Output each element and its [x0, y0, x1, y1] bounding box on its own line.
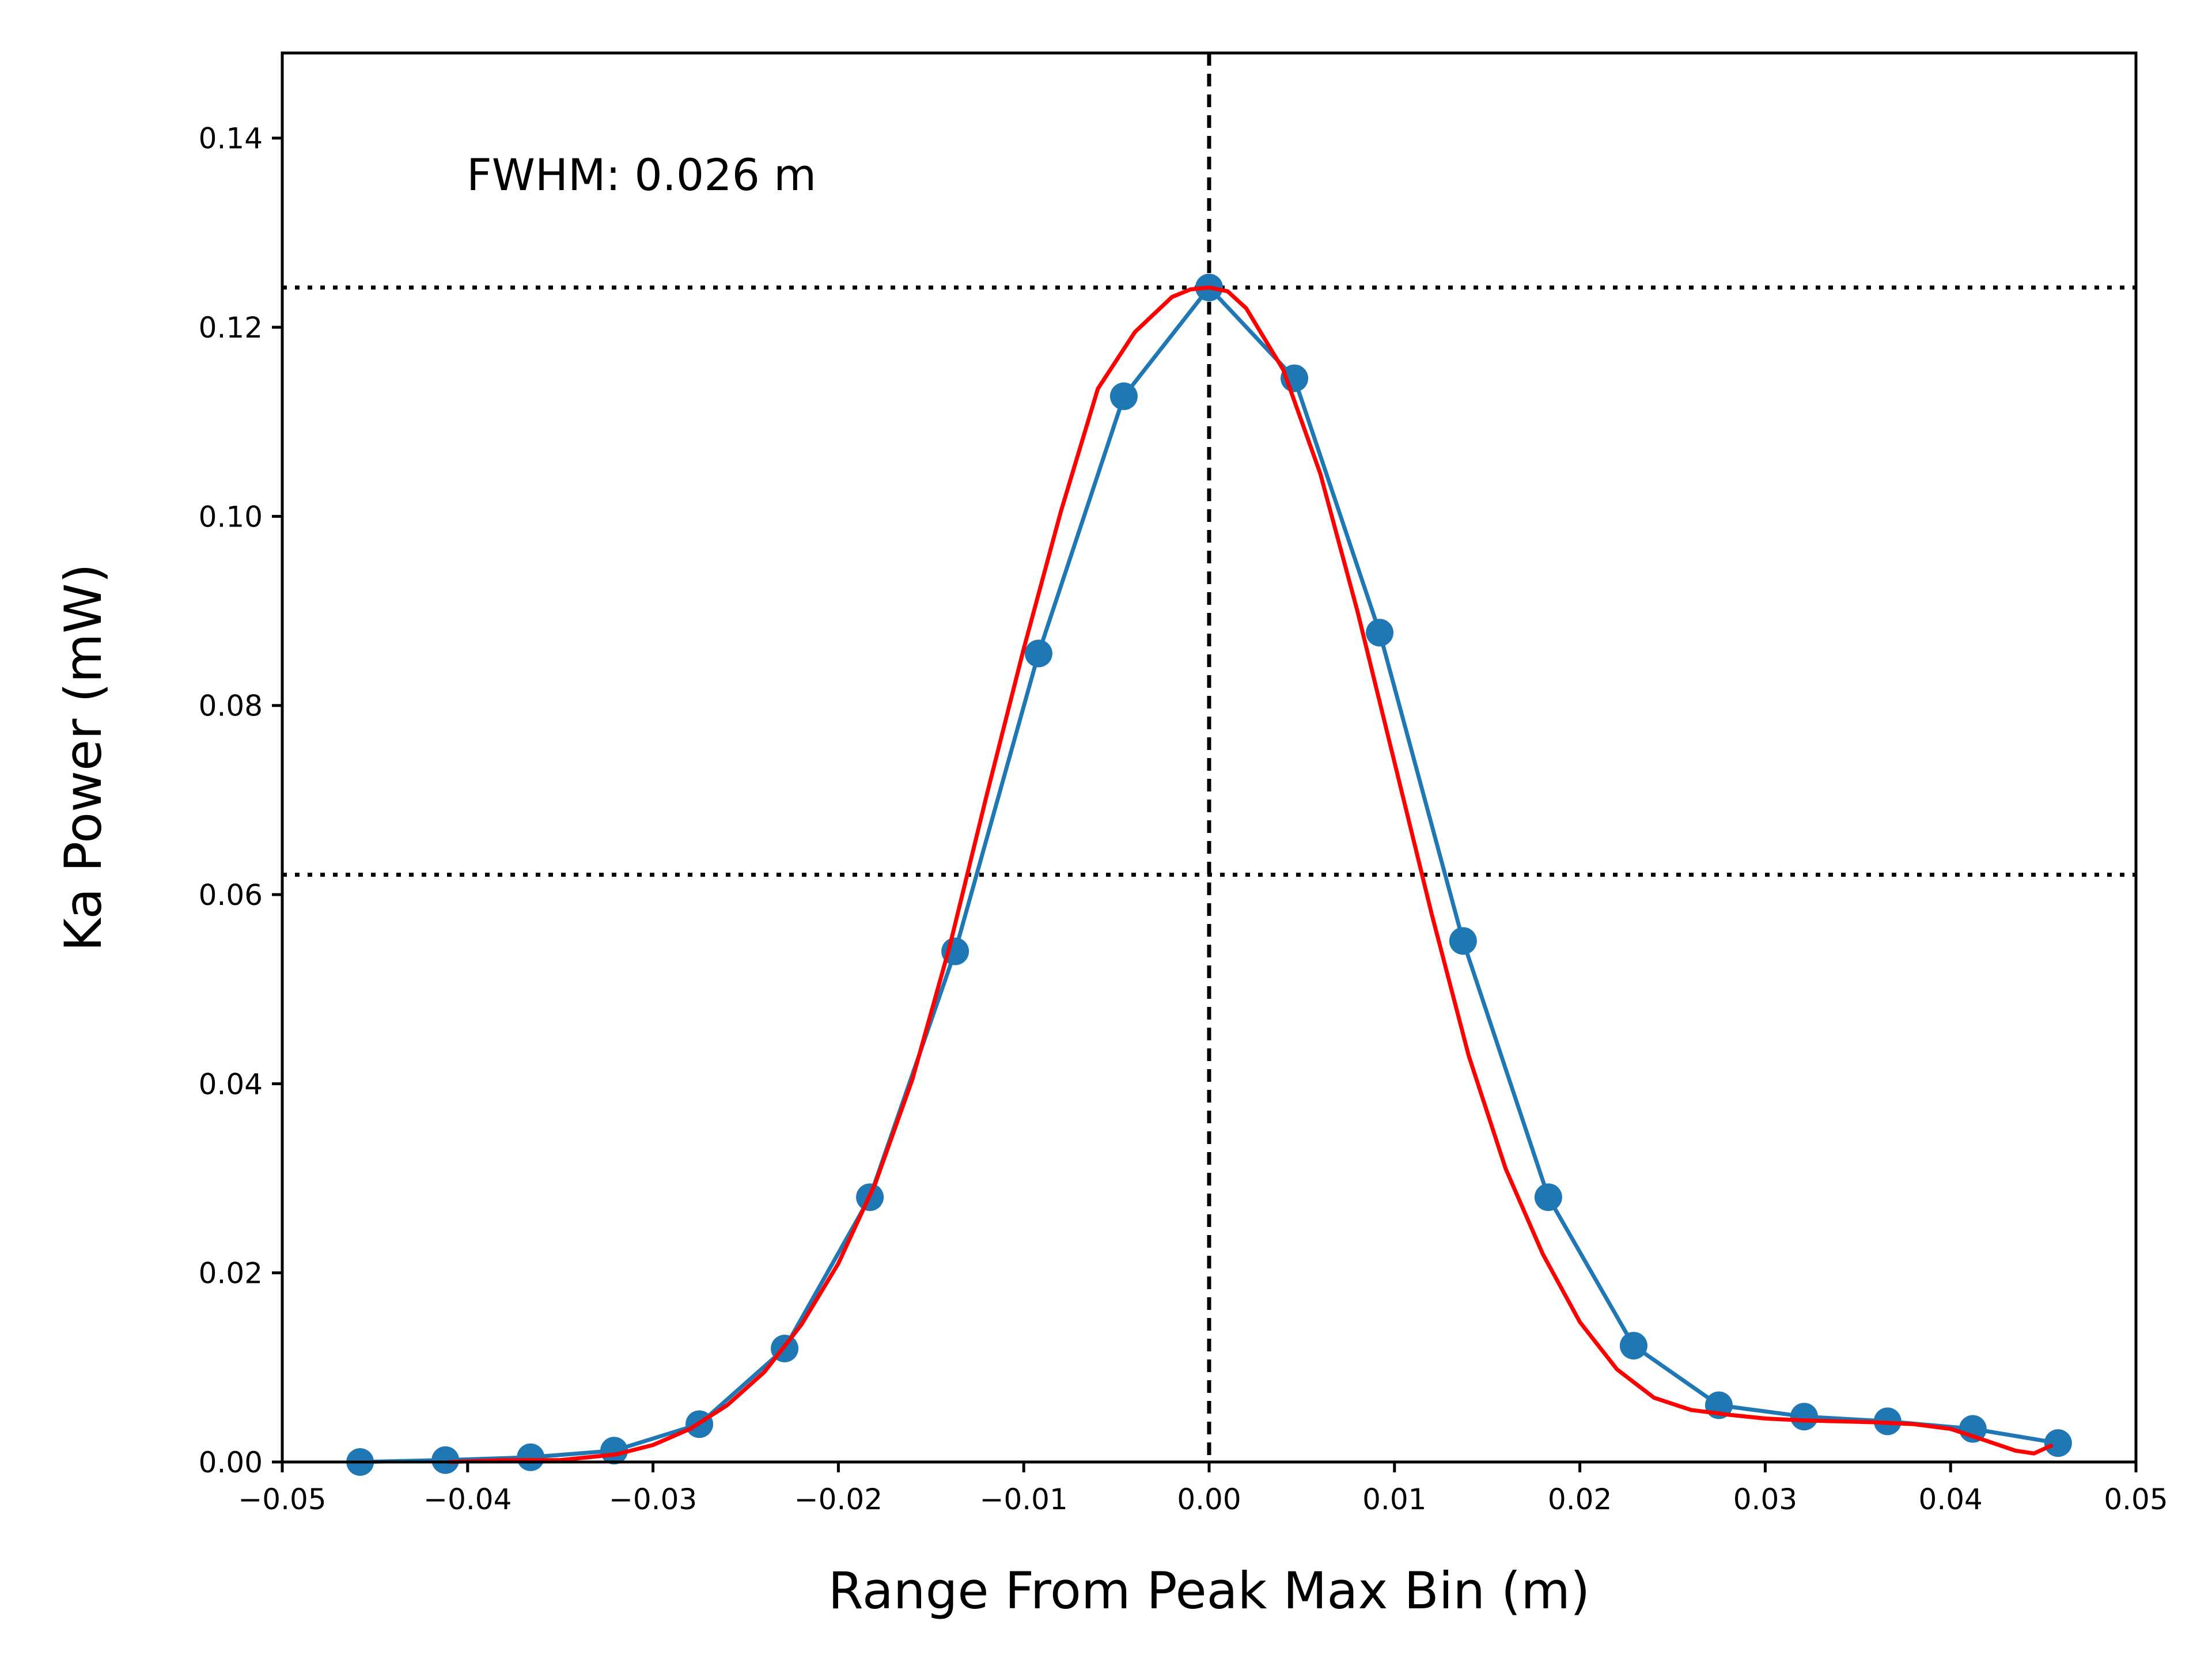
x-tick-label: 0.02 [1548, 1483, 1612, 1516]
y-axis-label: Ka Power (mW) [54, 563, 113, 952]
measured-point [517, 1444, 544, 1471]
x-tick-label: −0.01 [980, 1483, 1068, 1516]
y-tick-label: 0.00 [199, 1446, 263, 1479]
measured-point [1366, 619, 1393, 646]
y-tick-label: 0.02 [199, 1257, 263, 1290]
x-tick-label: 0.04 [1919, 1483, 1983, 1516]
measured-point [1790, 1403, 1818, 1430]
measured-point [2044, 1429, 2072, 1457]
y-tick-label: 0.12 [199, 311, 263, 344]
measured-point [1449, 927, 1477, 955]
x-axis-label: Range From Peak Max Bin (m) [828, 1561, 1590, 1620]
x-tick-label: −0.03 [609, 1483, 697, 1516]
x-tick-label: −0.05 [238, 1483, 326, 1516]
measured-point [1110, 382, 1138, 410]
x-tick-label: 0.01 [1362, 1483, 1426, 1516]
y-tick-label: 0.04 [199, 1067, 263, 1101]
measured-point [1620, 1332, 1647, 1359]
x-tick-label: 0.00 [1177, 1483, 1241, 1516]
x-tick-label: 0.03 [1733, 1483, 1797, 1516]
x-tick-label: −0.02 [794, 1483, 882, 1516]
y-tick-label: 0.08 [199, 690, 263, 723]
x-tick-label: −0.04 [423, 1483, 512, 1516]
y-tick-label: 0.06 [199, 878, 263, 912]
fwhm-annotation: FWHM: 0.026 m [467, 149, 816, 200]
y-tick-label: 0.10 [199, 500, 263, 533]
measured-point [1025, 639, 1052, 667]
measured-point [1535, 1183, 1562, 1211]
x-tick-label: 0.05 [2104, 1483, 2168, 1516]
y-tick-label: 0.14 [199, 122, 263, 156]
